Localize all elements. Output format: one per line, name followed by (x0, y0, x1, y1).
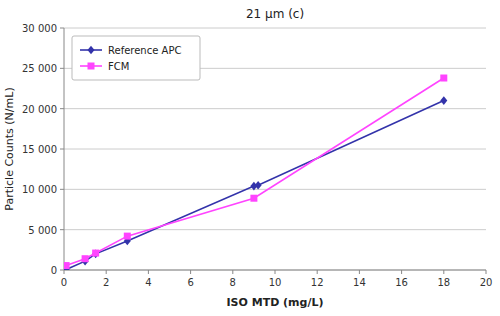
x-tick-label: 2 (103, 277, 109, 288)
y-tick-label: 0 (51, 265, 57, 276)
grid-line (64, 270, 486, 271)
legend-label: Reference APC (108, 45, 181, 56)
y-tick-label: 20 000 (22, 104, 57, 115)
y-tick (60, 149, 64, 150)
y-tick (60, 28, 64, 29)
legend-box (72, 36, 200, 80)
legend-marker (88, 46, 95, 55)
point (250, 195, 257, 202)
series-line (66, 78, 444, 266)
x-tick-label: 6 (187, 277, 193, 288)
legend: Reference APC FCM (72, 36, 200, 80)
point (440, 75, 447, 82)
y-tick-label: 30 000 (22, 23, 57, 34)
x-tick-label: 0 (61, 277, 67, 288)
grid-line (64, 108, 486, 109)
point (92, 250, 99, 257)
y-axis (64, 28, 65, 270)
x-tick-label: 20 (480, 277, 493, 288)
y-tick (60, 229, 64, 230)
point (64, 262, 70, 269)
series-line (66, 101, 444, 270)
y-tick (60, 108, 64, 109)
x-tick-label: 14 (353, 277, 366, 288)
point (124, 233, 131, 240)
x-tick (232, 270, 233, 274)
x-tick (443, 270, 444, 274)
y-tick (60, 68, 64, 69)
x-tick-label: 10 (269, 277, 282, 288)
legend-marker (88, 63, 95, 70)
y-tick-label: 5 000 (28, 225, 57, 236)
grid-line (64, 149, 486, 150)
x-tick (359, 270, 360, 274)
x-tick-label: 12 (311, 277, 324, 288)
point (92, 250, 99, 259)
axes: 0 5 000 10 000 15 000 20 000 25 000 30 000 0 2 4 6… (22, 23, 492, 288)
title: 21 μm (c) (246, 7, 304, 21)
y-tick-label: 25 000 (22, 63, 57, 74)
legend-label: FCM (108, 61, 129, 72)
plot-data (64, 75, 447, 270)
grid-line (64, 28, 486, 29)
point (82, 255, 89, 262)
grid-line (64, 189, 486, 190)
y-axis-label: Particle Counts (N/mL) (3, 87, 16, 210)
x-tick (106, 270, 107, 274)
grid-line (64, 229, 486, 230)
x-tick (64, 270, 65, 274)
point (255, 181, 262, 190)
y-tick-label: 10 000 (22, 184, 57, 195)
x-tick (401, 270, 402, 274)
point (440, 96, 447, 105)
chart: 0 5 000 10 000 15 000 20 000 25 000 30 000 0 2 4 6… (0, 0, 500, 316)
x-axis (64, 270, 486, 271)
x-tick (148, 270, 149, 274)
x-tick (486, 270, 487, 274)
x-tick (190, 270, 191, 274)
x-tick-label: 16 (395, 277, 408, 288)
x-tick (317, 270, 318, 274)
x-tick-label: 8 (230, 277, 236, 288)
x-tick-label: 18 (437, 277, 450, 288)
x-axis-label: ISO MTD (mg/L) (226, 296, 323, 309)
y-tick (60, 189, 64, 190)
y-tick-label: 15 000 (22, 144, 57, 155)
x-tick (275, 270, 276, 274)
x-tick-label: 4 (145, 277, 151, 288)
y-tick (60, 270, 64, 271)
